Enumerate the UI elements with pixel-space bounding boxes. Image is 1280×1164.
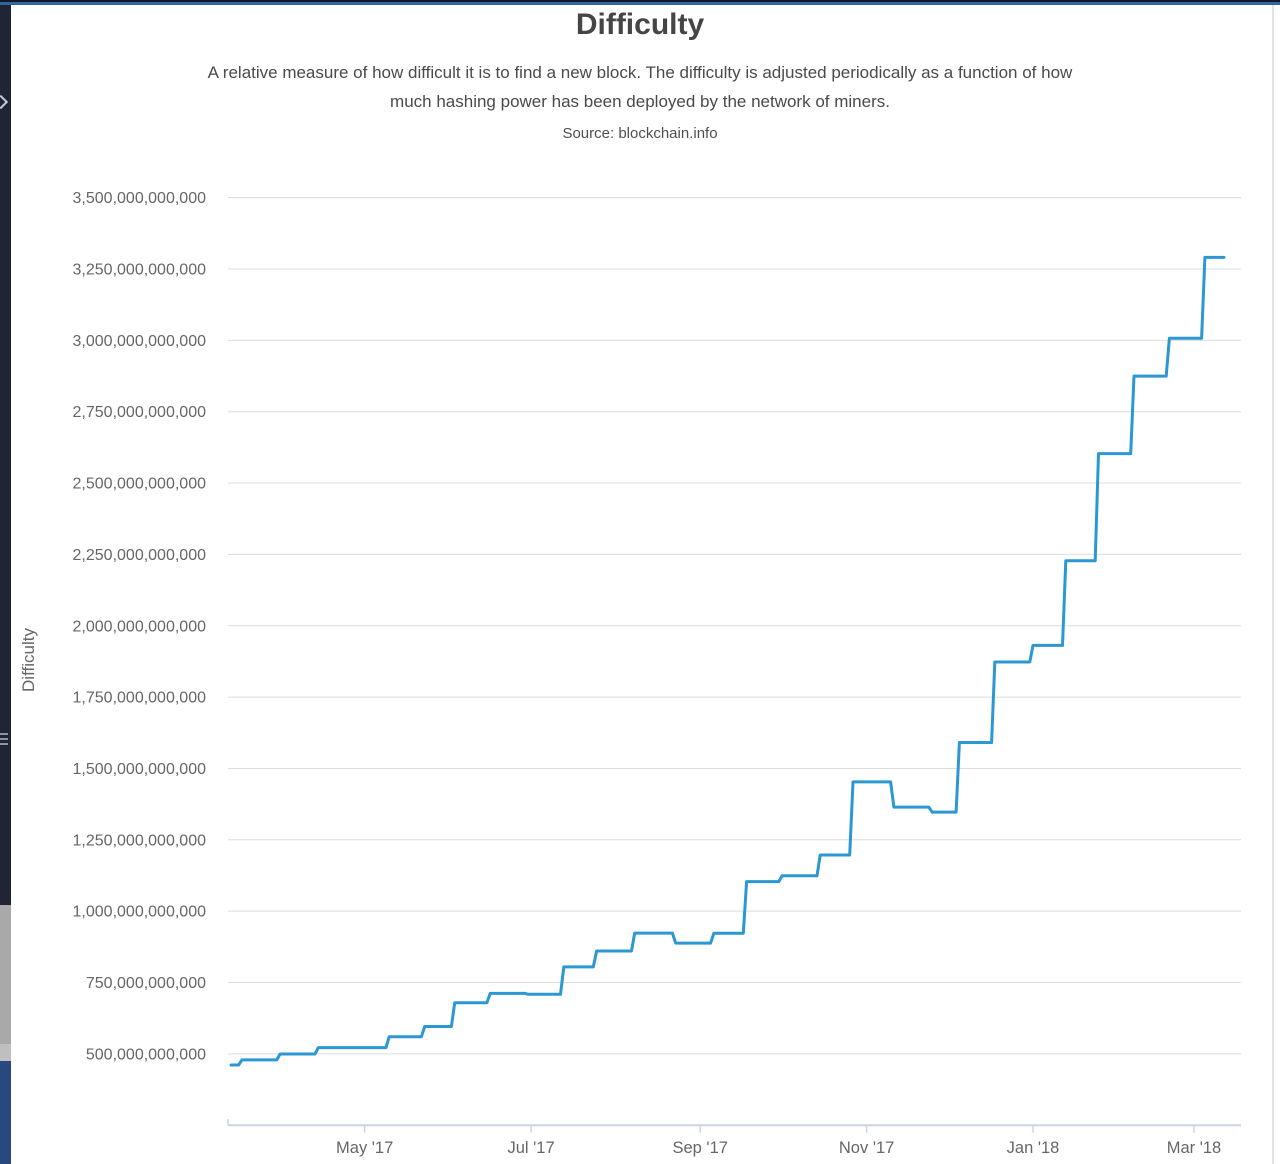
y-axis-title: Difficulty [19, 628, 38, 692]
y-axis-tick-label: 3,250,000,000,000 [73, 262, 207, 279]
y-axis-tick-label: 2,750,000,000,000 [73, 404, 207, 421]
chart-source: Source: blockchain.info [562, 125, 718, 142]
y-axis-tick-label: 2,500,000,000,000 [73, 476, 207, 493]
y-axis-tick-label: 2,000,000,000,000 [73, 618, 207, 635]
left-nav-rail [0, 2, 11, 1164]
y-axis-tick-label: 1,250,000,000,000 [73, 832, 207, 849]
chevron-right-icon[interactable] [0, 94, 9, 110]
chart-title: Difficulty [575, 8, 705, 41]
y-axis-tick-label: 750,000,000,000 [86, 975, 206, 992]
chart-subtitle-line1: A relative measure of how difficult it i… [207, 63, 1073, 82]
hamburger-menu-icon[interactable] [0, 733, 8, 748]
x-axis-tick-label: Jul '17 [507, 1139, 554, 1157]
y-axis-tick-label: 2,250,000,000,000 [73, 547, 207, 564]
x-axis-tick-label: Jan '18 [1007, 1139, 1060, 1157]
x-axis-tick-label: Sep '17 [672, 1139, 727, 1157]
y-axis-tick-label: 3,000,000,000,000 [73, 333, 207, 350]
chart-subtitle: A relative measure of how difficult it i… [0, 58, 1280, 116]
content-right-divider [1272, 5, 1274, 1164]
chart-subtitle-line2: much hashing power has been deployed by … [390, 92, 890, 111]
difficulty-series-line[interactable] [229, 255, 1226, 1067]
y-axis-tick-label: 1,750,000,000,000 [73, 690, 207, 707]
x-axis-tick-label: Mar '18 [1167, 1139, 1222, 1157]
rail-scroll-track [0, 905, 11, 1044]
y-axis-tick-label: 1,000,000,000,000 [73, 904, 207, 921]
window-top-border [0, 0, 1280, 2]
window-accent-border [0, 2, 1280, 5]
y-axis-tick-label: 3,500,000,000,000 [73, 190, 207, 207]
rail-scroll-thumb[interactable] [0, 1044, 11, 1061]
y-axis-tick-label: 500,000,000,000 [86, 1046, 206, 1063]
rail-footer-block [0, 1061, 11, 1164]
y-axis-tick-label: 1,500,000,000,000 [73, 761, 207, 778]
x-axis-tick-label: Nov '17 [839, 1139, 894, 1157]
x-axis-tick-label: May '17 [336, 1139, 393, 1157]
